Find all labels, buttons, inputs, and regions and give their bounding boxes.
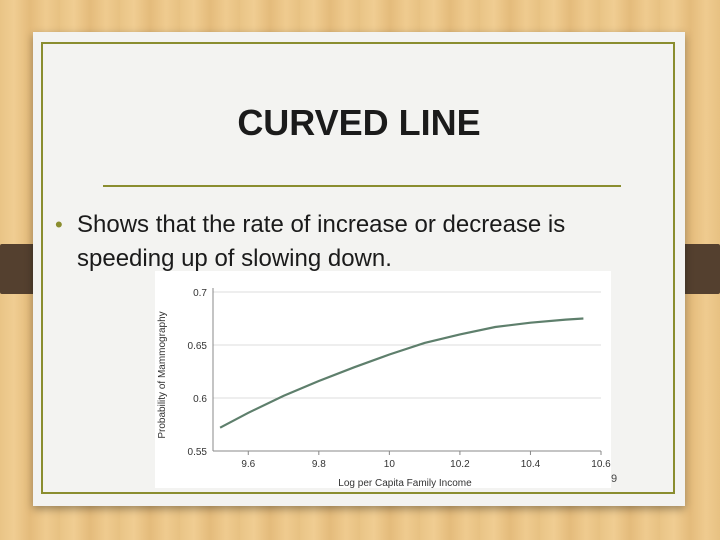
bullet-text: Shows that the rate of increase or decre… bbox=[77, 211, 566, 272]
slide: CURVED LINE • Shows that the rate of inc… bbox=[33, 32, 685, 506]
y-tick-label: 0.65 bbox=[188, 341, 208, 352]
y-tick-label: 0.55 bbox=[188, 447, 208, 458]
x-axis-label: Log per Capita Family Income bbox=[338, 478, 472, 488]
chart-axes bbox=[212, 288, 602, 455]
x-tick-label: 10.6 bbox=[591, 459, 611, 470]
series-line bbox=[219, 317, 584, 429]
x-tick-labels: 9.6 9.8 10 10.2 10.4 10.6 bbox=[241, 459, 611, 470]
title-divider bbox=[103, 185, 621, 187]
bullet-icon: • bbox=[55, 212, 63, 237]
x-tick-label: 9.6 bbox=[241, 459, 255, 470]
x-tick-label: 10 bbox=[384, 459, 396, 470]
y-tick-label: 0.7 bbox=[193, 288, 207, 299]
y-tick-labels: 0.55 0.6 0.65 0.7 bbox=[188, 288, 208, 458]
x-tick-label: 10.2 bbox=[450, 459, 470, 470]
page-number: 9 bbox=[611, 473, 618, 485]
x-tick-label: 9.8 bbox=[312, 459, 326, 470]
slide-title: CURVED LINE bbox=[237, 102, 481, 143]
y-axis-label: Probability of Mammography bbox=[157, 311, 168, 438]
curved-line-chart: 0.55 0.6 0.65 0.7 9.6 9.8 10 10.2 10.4 10.6 Log … bbox=[155, 271, 611, 488]
slide-frame bbox=[41, 42, 675, 494]
y-tick-label: 0.6 bbox=[193, 394, 207, 405]
chart-gridlines bbox=[213, 291, 601, 452]
x-tick-label: 10.4 bbox=[521, 459, 541, 470]
